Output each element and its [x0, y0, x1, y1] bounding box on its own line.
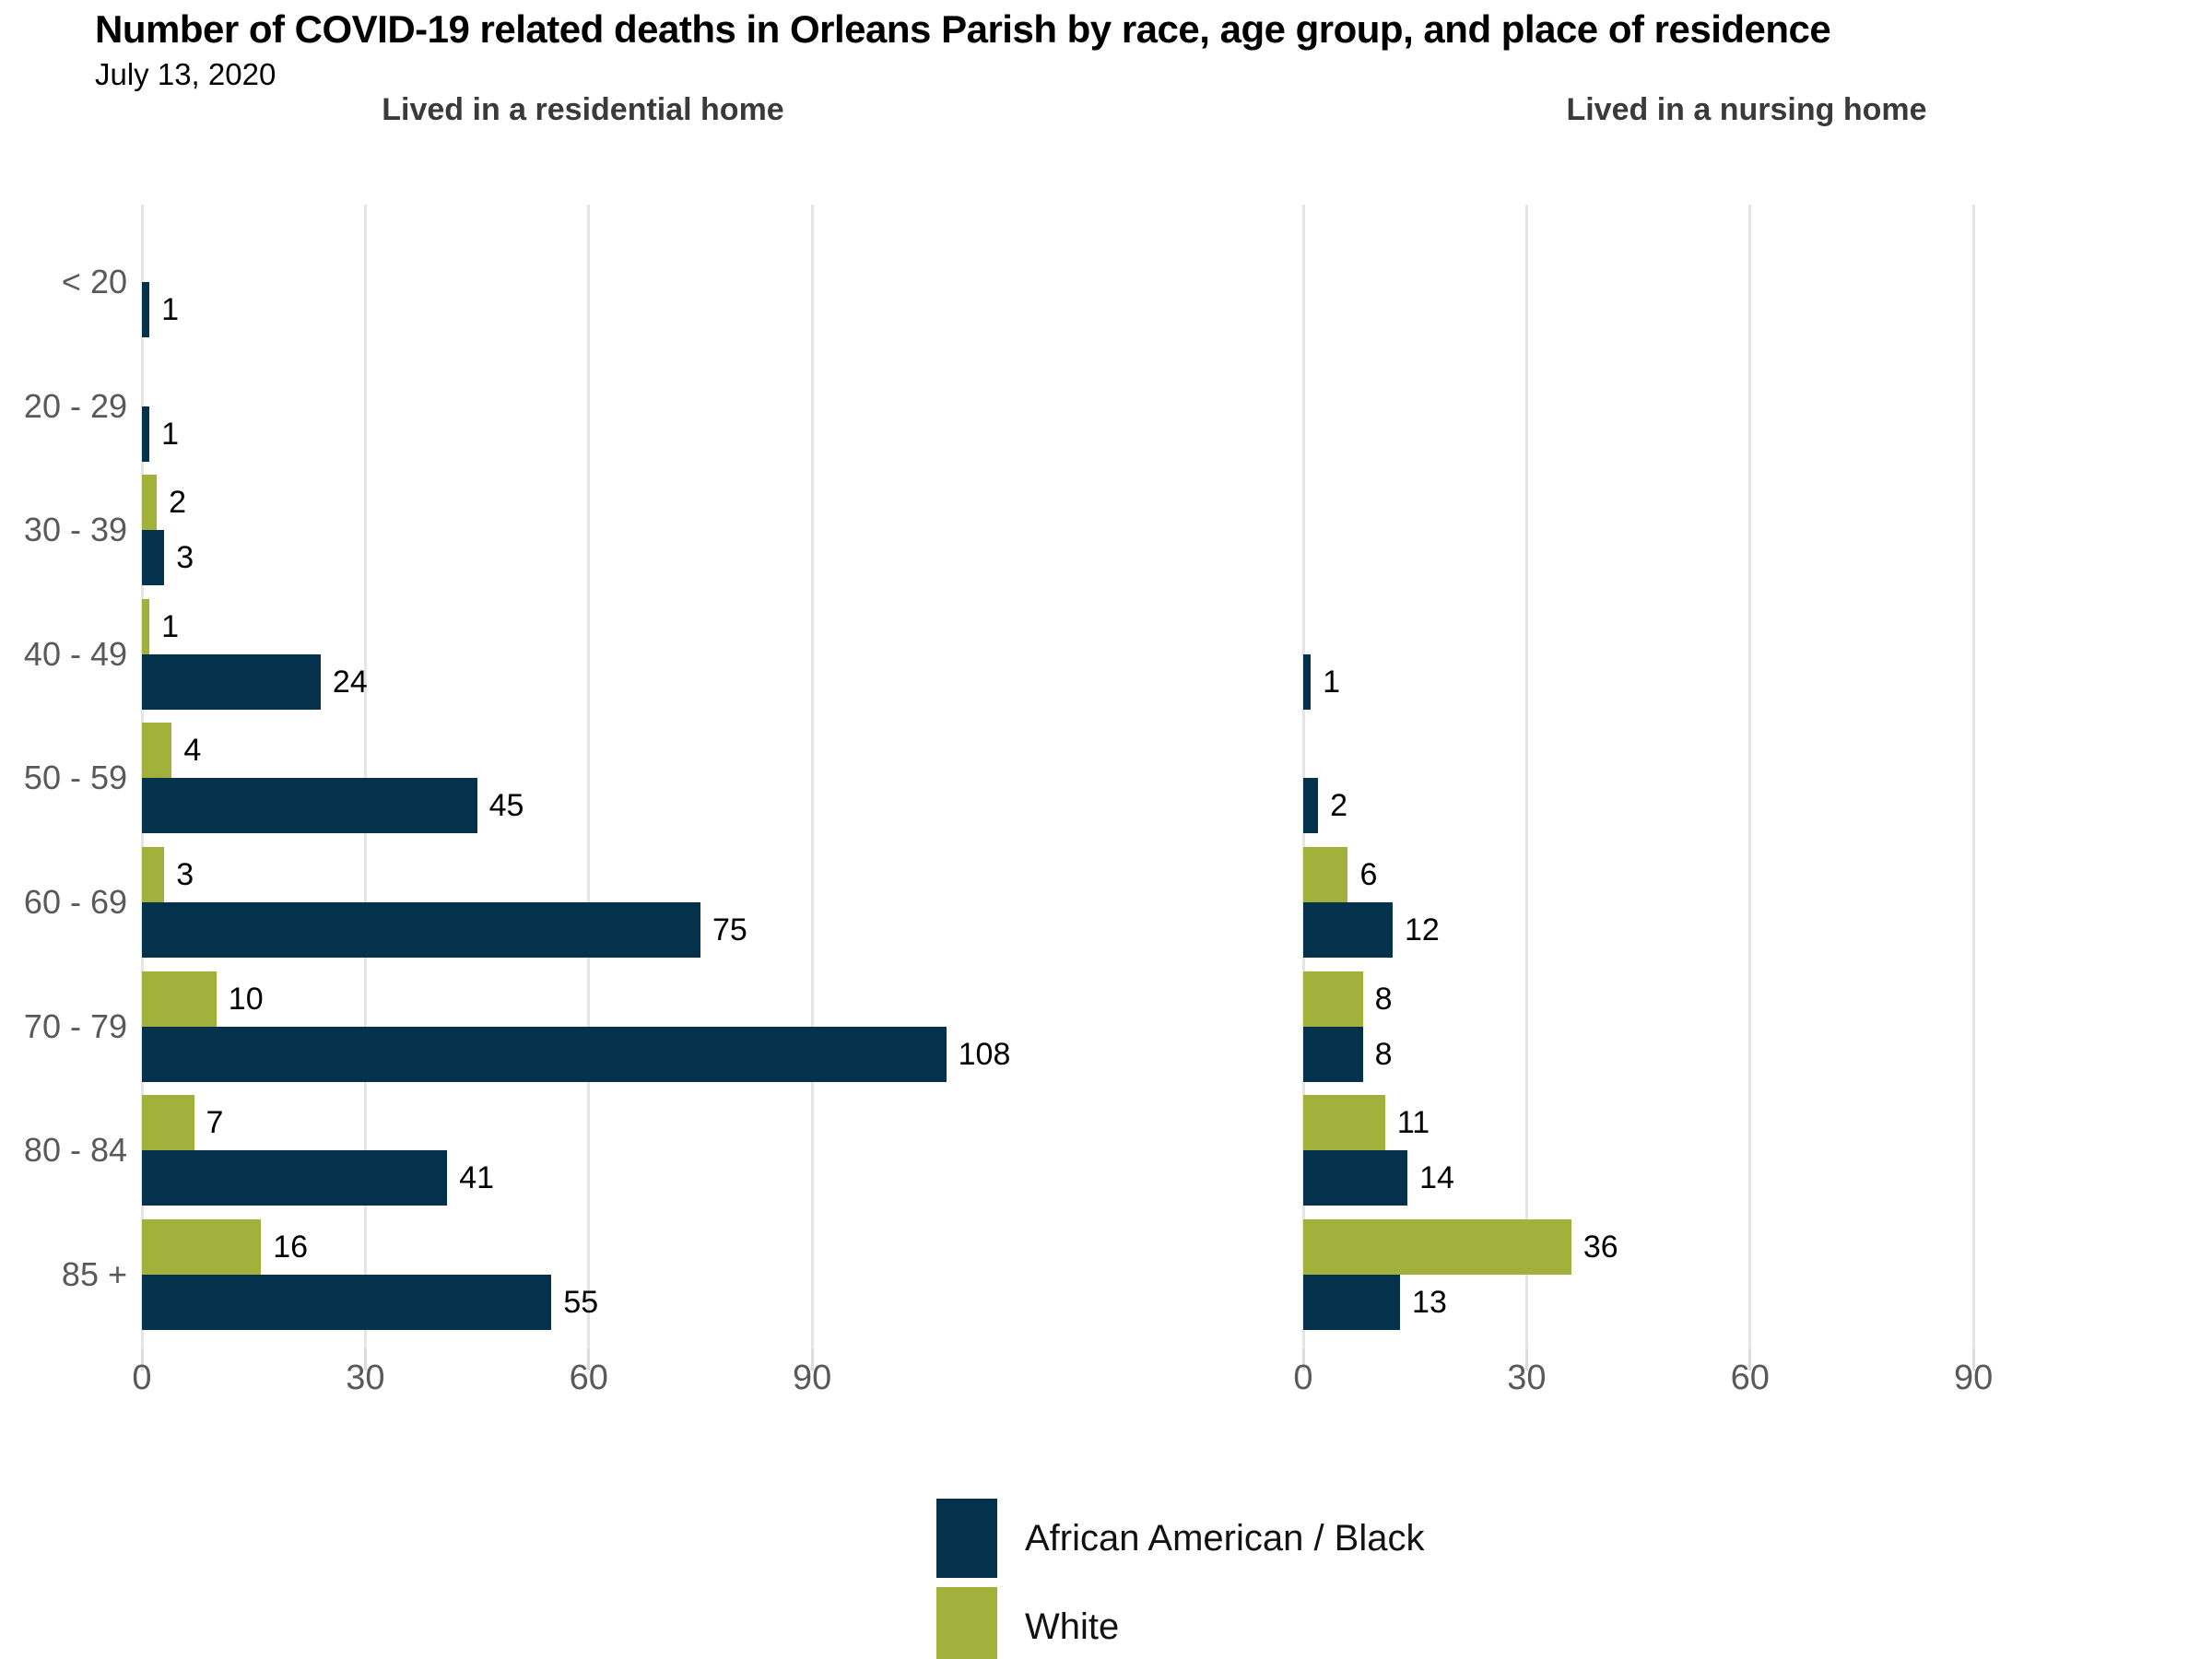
bar-value-label: 75 [712, 912, 747, 947]
bar-white [142, 1095, 194, 1151]
bar-african-american-black [142, 653, 321, 710]
bar-african-american-black [1303, 778, 1319, 834]
bar-value-label: 8 [1374, 1036, 1393, 1072]
chart-title: Number of COVID-19 related deaths in Orl… [95, 7, 1831, 51]
panel-title-nursing-home: Lived in a nursing home [1566, 92, 1927, 127]
bar-value-label: 7 [206, 1105, 224, 1141]
bar-white [1303, 847, 1348, 902]
bar-african-american-black [142, 902, 700, 958]
bar-value-label: 3 [176, 540, 194, 576]
bar-value-label: 11 [1396, 1105, 1430, 1141]
bar-african-american-black [1303, 1026, 1363, 1082]
bar-value-label: 2 [169, 485, 187, 521]
bar-white [142, 598, 150, 654]
bar-value-label: 12 [1404, 912, 1440, 947]
gridline [1301, 205, 1305, 1348]
bar-white [142, 971, 217, 1027]
bar-african-american-black [142, 1150, 448, 1206]
bar-white [142, 475, 158, 531]
bar-african-american-black [142, 778, 477, 834]
bar-african-american-black [1303, 653, 1312, 710]
gridline [1748, 205, 1752, 1348]
legend-swatch-white [936, 1587, 997, 1659]
axis-tick [1301, 1348, 1305, 1371]
category-label: 70 - 79 [23, 1006, 127, 1045]
bar-white [142, 1218, 262, 1275]
gridline [810, 205, 814, 1348]
axis-tick [810, 1348, 814, 1371]
bar-value-label: 10 [228, 981, 264, 1017]
bar-white [142, 847, 165, 902]
x-tick-label: 0 [132, 1359, 152, 1397]
category-label: 50 - 59 [23, 759, 127, 797]
bar-value-label: 55 [563, 1284, 599, 1320]
category-label: 60 - 69 [23, 883, 127, 921]
bar-african-american-black [142, 1274, 552, 1330]
bar-african-american-black [142, 406, 150, 462]
legend-label-african-american-black: African American / Black [1025, 1518, 1425, 1559]
bar-value-label: 13 [1412, 1284, 1447, 1320]
bar-value-label: 4 [183, 733, 202, 769]
category-label: 80 - 84 [23, 1131, 127, 1170]
panel-title-residential-home: Lived in a residential home [382, 92, 784, 127]
x-tick-label: 30 [1507, 1359, 1547, 1397]
category-label: 85 + [61, 1254, 127, 1293]
bar-african-american-black [1303, 902, 1393, 958]
bar-value-label: 16 [273, 1229, 309, 1265]
bar-value-label: 45 [488, 788, 524, 824]
bar-african-american-black [1303, 1274, 1401, 1330]
bar-african-american-black [142, 530, 165, 586]
gridline [1524, 205, 1528, 1348]
bar-value-label: 108 [958, 1036, 1011, 1072]
category-label: 20 - 29 [23, 386, 127, 425]
gridline [587, 205, 591, 1348]
bar-value-label: 3 [176, 857, 194, 892]
bar-value-label: 6 [1359, 857, 1378, 892]
bar-value-label: 1 [161, 608, 179, 644]
axis-tick [1971, 1348, 1975, 1371]
x-tick-label: 30 [346, 1359, 385, 1397]
bar-african-american-black [142, 1026, 947, 1082]
bar-african-american-black [1303, 1150, 1408, 1206]
x-tick-label: 60 [569, 1359, 608, 1397]
gridline [363, 205, 367, 1348]
bar-white [1303, 1095, 1385, 1151]
category-label: 40 - 49 [23, 634, 127, 673]
bar-value-label: 36 [1583, 1229, 1618, 1265]
bar-white [142, 723, 172, 779]
x-tick-label: 90 [1954, 1359, 1994, 1397]
bar-value-label: 1 [1323, 664, 1340, 700]
chart-subtitle: July 13, 2020 [95, 57, 276, 91]
legend-label-white: White [1025, 1606, 1120, 1647]
axis-tick [587, 1348, 591, 1371]
bar-value-label: 41 [459, 1160, 495, 1196]
bar-white [1303, 971, 1363, 1027]
bar-value-label: 1 [161, 292, 179, 327]
x-tick-label: 60 [1730, 1359, 1770, 1397]
legend-swatch-african-american-black [936, 1499, 997, 1578]
axis-tick [140, 1348, 144, 1371]
x-tick-label: 0 [1293, 1359, 1313, 1397]
category-label: 30 - 39 [23, 511, 127, 549]
axis-tick [363, 1348, 367, 1371]
bar-white [1303, 1218, 1571, 1275]
bar-value-label: 1 [161, 416, 179, 452]
bar-value-label: 24 [332, 664, 368, 700]
x-tick-label: 90 [793, 1359, 832, 1397]
bar-african-american-black [142, 282, 150, 337]
bar-value-label: 2 [1330, 788, 1348, 824]
axis-tick [1748, 1348, 1752, 1371]
category-label: < 20 [61, 263, 127, 300]
axis-tick [1524, 1348, 1528, 1371]
bar-value-label: 14 [1419, 1160, 1454, 1196]
gridline [1971, 205, 1975, 1348]
bar-value-label: 8 [1374, 981, 1393, 1017]
